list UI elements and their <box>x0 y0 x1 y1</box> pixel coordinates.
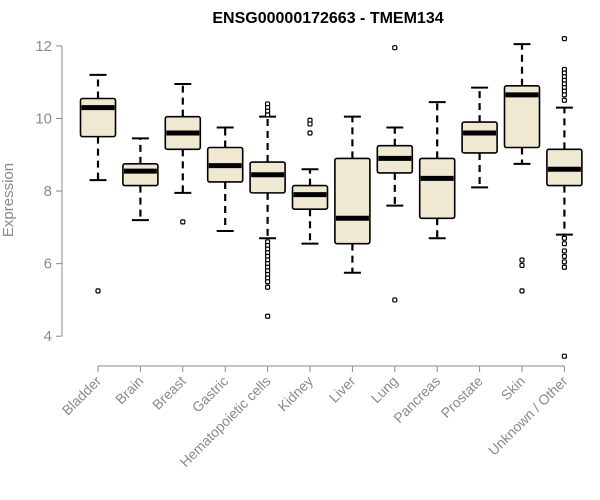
outlier-point <box>561 36 568 42</box>
outlier-point <box>392 297 398 303</box>
iqr-box <box>418 157 456 220</box>
x-tick-label: Prostate <box>438 373 486 421</box>
y-axis: 4 6 8 10 12 <box>35 38 63 345</box>
iqr-box <box>334 157 371 245</box>
outlier-point <box>392 45 398 51</box>
outlier-point <box>265 279 271 285</box>
outlier-point <box>519 288 525 294</box>
x-tick-label: Liver <box>326 373 359 406</box>
box-breast <box>164 82 202 225</box>
outlier-point <box>265 313 271 319</box>
x-tick-label: Pancreas <box>390 373 443 426</box>
chart-title: ENSG00000172663 - TMEM134 <box>212 10 443 27</box>
y-axis-label: Expression <box>0 163 17 237</box>
boxes-group <box>79 36 583 359</box>
box-skin <box>503 43 541 294</box>
box-hematopoietic-cells <box>249 101 286 319</box>
x-tick-label: Unknown / Other <box>485 373 571 459</box>
iqr-box <box>461 121 498 154</box>
outlier-point <box>561 259 568 265</box>
x-tick-label: Kidney <box>275 373 317 415</box>
outlier-point <box>561 264 568 270</box>
box-unknown-other <box>546 36 583 359</box>
box-prostate <box>461 86 498 189</box>
y-tick-label: 10 <box>35 110 52 127</box>
box-kidney <box>291 117 329 245</box>
outlier-point <box>561 353 568 359</box>
outlier-point <box>180 219 186 225</box>
iqr-box <box>79 97 117 138</box>
x-tick-label: Bladder <box>59 373 105 419</box>
box-bladder <box>79 73 117 294</box>
x-tick-label: Breast <box>149 373 189 413</box>
outlier-point <box>265 284 271 290</box>
outlier-point <box>519 257 525 263</box>
box-liver <box>334 115 371 274</box>
outlier-point <box>561 248 568 254</box>
iqr-box <box>122 163 159 187</box>
box-lung <box>376 45 414 303</box>
outlier-point <box>561 92 568 98</box>
outlier-point <box>561 241 568 247</box>
outlier-point <box>561 235 568 241</box>
box-brain <box>122 137 159 222</box>
x-tick-label: Skin <box>498 373 529 404</box>
x-tick-label: Lung <box>368 373 401 406</box>
box-gastric <box>206 126 244 232</box>
y-tick-label: 12 <box>35 38 52 55</box>
y-tick-label: 4 <box>44 328 52 345</box>
box-pancreas <box>418 101 456 240</box>
outlier-point <box>561 97 568 103</box>
outlier-point <box>95 288 101 294</box>
outlier-point <box>307 121 313 127</box>
iqr-box <box>249 161 286 194</box>
x-tick-label: Brain <box>112 373 146 407</box>
iqr-box <box>291 184 329 211</box>
y-tick-label: 8 <box>44 183 52 200</box>
outlier-point <box>307 130 313 136</box>
outlier-point <box>519 262 525 269</box>
iqr-box <box>503 85 541 149</box>
y-tick-label: 6 <box>44 256 52 273</box>
outlier-point <box>561 253 568 259</box>
outlier-point <box>265 112 271 118</box>
